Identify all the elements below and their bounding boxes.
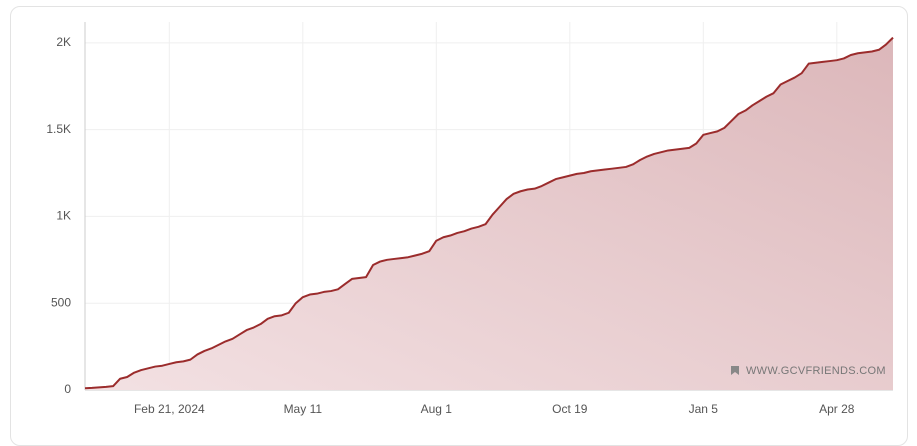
x-tick-label: May 11	[284, 402, 323, 416]
y-tick-label: 1.5K	[46, 122, 71, 136]
y-tick-label: 1K	[56, 209, 71, 223]
area	[85, 37, 893, 391]
x-tick-label: Apr 28	[819, 402, 855, 416]
watermark-icon	[731, 366, 739, 375]
y-tick-label: 500	[51, 295, 71, 309]
page: {"chart_data": {"type": "area", "categor…	[10, 6, 908, 446]
x-tick-label: Jan 5	[689, 402, 719, 416]
x-tick-label: Oct 19	[552, 402, 588, 416]
x-tick-label: Feb 21, 2024	[134, 402, 205, 416]
x-tick-label: Aug 1	[421, 402, 453, 416]
watermark: WWW.GCVFRIENDS.COM	[731, 365, 886, 377]
chart: WWW.GCVFRIENDS.COM 0 500 1K 1.5K 2K Feb 21, 2…	[46, 22, 894, 416]
y-tick-label: 2K	[56, 35, 71, 49]
y-tick-label: 0	[64, 382, 71, 396]
watermark-text: WWW.GCVFRIENDS.COM	[746, 365, 886, 377]
line	[84, 36, 894, 390]
